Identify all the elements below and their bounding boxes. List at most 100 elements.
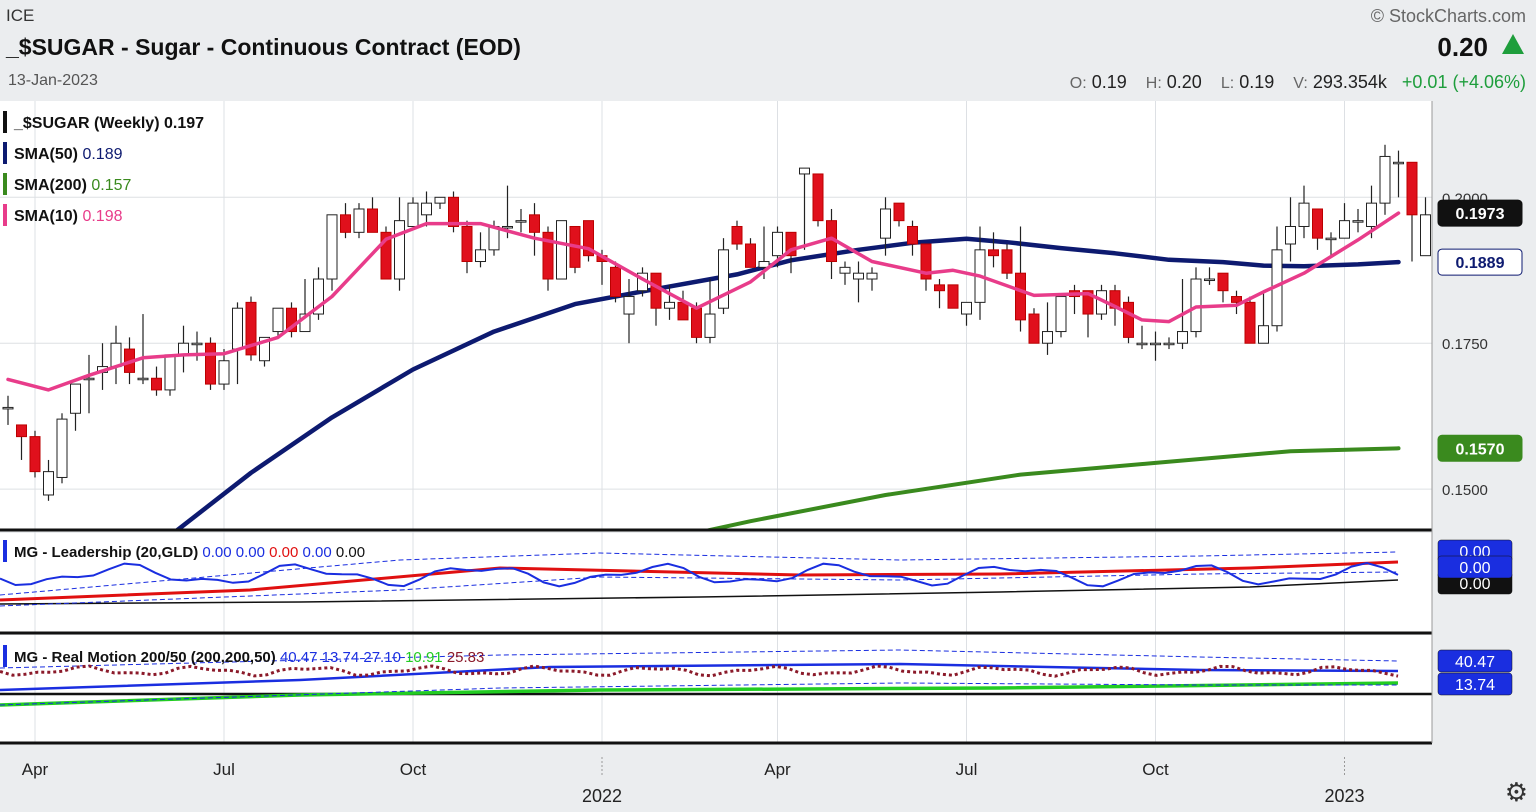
candle-body bbox=[880, 208, 891, 239]
candle-body bbox=[1244, 301, 1256, 344]
candle-body bbox=[1379, 155, 1391, 204]
candle-body bbox=[515, 220, 527, 223]
sma10-line bbox=[6, 211, 1401, 392]
candle-body bbox=[259, 336, 270, 362]
candle-body bbox=[934, 284, 945, 292]
realmotion-value: 40.47 bbox=[280, 649, 322, 666]
candle-body bbox=[218, 360, 230, 385]
candle-body bbox=[947, 284, 959, 309]
legend-value: 0.157 bbox=[91, 177, 131, 194]
candle-body bbox=[1285, 225, 1296, 245]
candle-body bbox=[718, 249, 729, 309]
leadership-value: 0.00 bbox=[236, 544, 269, 561]
candle-body bbox=[394, 220, 405, 280]
candle-body bbox=[1420, 214, 1431, 257]
candle-body bbox=[407, 202, 419, 227]
candle-body bbox=[1177, 331, 1188, 344]
legend-swatch bbox=[3, 204, 7, 226]
candle-body bbox=[272, 307, 284, 333]
low-key: L: bbox=[1220, 75, 1235, 92]
candle-body bbox=[1028, 313, 1040, 344]
candle-body bbox=[961, 301, 972, 315]
chart-date: 13-Jan-2023 bbox=[8, 72, 98, 89]
leadership-blue-line bbox=[0, 561, 1399, 588]
candle-body bbox=[164, 354, 176, 391]
leadership-upper-band bbox=[0, 551, 1399, 596]
leadership-label: MG - Leadership (20,GLD) 0.00 0.00 0.00 … bbox=[14, 544, 365, 561]
price-tag-label: 0.1973 bbox=[1456, 206, 1505, 223]
candle-body bbox=[731, 225, 743, 245]
candle-body bbox=[853, 272, 864, 280]
leadership-value: 0.00 bbox=[302, 544, 335, 561]
candle-body bbox=[151, 377, 162, 391]
candle-body bbox=[110, 342, 122, 368]
realmotion-swatch bbox=[3, 645, 7, 667]
candle-body bbox=[1258, 325, 1269, 344]
candle-body bbox=[461, 225, 473, 263]
candle-body bbox=[1406, 161, 1418, 216]
candle-body bbox=[83, 377, 95, 381]
candle-body bbox=[367, 208, 378, 233]
realmotion-top-tag-label: 40.47 bbox=[1455, 654, 1495, 671]
realmotion-blue-line bbox=[0, 662, 1399, 692]
x-tick-label: Jul bbox=[956, 760, 978, 779]
candle-body bbox=[893, 202, 905, 222]
candle-body bbox=[866, 272, 878, 280]
candle-body bbox=[340, 214, 351, 233]
candle-body bbox=[1217, 272, 1229, 292]
leadership-mid-tag bbox=[1437, 555, 1513, 579]
candle-body bbox=[745, 243, 756, 268]
candle-body bbox=[1325, 237, 1337, 241]
watermark: © StockCharts.com bbox=[1370, 6, 1526, 26]
x-tick-label: Oct bbox=[400, 760, 427, 779]
realmotion-upper-band bbox=[0, 649, 1399, 669]
candle-body bbox=[434, 196, 446, 204]
leadership-value: 0.00 bbox=[269, 544, 302, 561]
candle-body bbox=[583, 220, 594, 257]
realmotion-value: 10.91 bbox=[405, 649, 447, 666]
candle-body bbox=[920, 243, 932, 280]
candle-body bbox=[839, 266, 851, 274]
gear-icon[interactable]: ⚙ bbox=[1504, 777, 1528, 807]
candle-body bbox=[421, 202, 432, 216]
candle-body bbox=[623, 296, 635, 315]
candle-body bbox=[542, 231, 554, 280]
candle-body bbox=[191, 342, 203, 346]
legend-value: 0.197 bbox=[164, 115, 204, 132]
candle-body bbox=[1055, 296, 1067, 333]
x-year-label: 2023 bbox=[1324, 786, 1364, 806]
candle-body bbox=[56, 418, 68, 478]
candle-body bbox=[664, 301, 675, 309]
candle-body bbox=[448, 196, 459, 227]
candle-body bbox=[313, 278, 324, 315]
x-year-label: 2022 bbox=[582, 786, 622, 806]
candle-body bbox=[1352, 220, 1364, 223]
leadership-swatch bbox=[3, 540, 7, 562]
leadership-black-line bbox=[0, 579, 1399, 605]
realmotion-value: 13.74 bbox=[322, 649, 364, 666]
candle-body bbox=[772, 231, 783, 257]
candle-body bbox=[556, 220, 567, 280]
candle-body bbox=[677, 301, 689, 321]
legend-name: SMA(50) 0.189 bbox=[14, 146, 123, 163]
x-tick-label: Apr bbox=[764, 760, 791, 779]
candle-body bbox=[2, 406, 14, 410]
candle-body bbox=[16, 424, 27, 438]
candle-body bbox=[380, 231, 392, 280]
leadership-value: 0.00 bbox=[202, 544, 235, 561]
candle-body bbox=[799, 167, 810, 175]
open-value: 0.19 bbox=[1091, 72, 1127, 92]
legend-value: 0.189 bbox=[82, 146, 122, 163]
high-value: 0.20 bbox=[1166, 72, 1202, 92]
leadership-value: 0.00 bbox=[336, 544, 365, 561]
legend-name: SMA(10) 0.198 bbox=[14, 208, 123, 225]
leadership-mid-tag-label: 0.00 bbox=[1459, 560, 1490, 577]
legend-name: SMA(200) 0.157 bbox=[14, 177, 132, 194]
candle-body bbox=[205, 342, 216, 385]
candle-body bbox=[1163, 342, 1175, 346]
price-tag bbox=[1437, 199, 1523, 227]
legend-swatch bbox=[3, 173, 7, 195]
leadership-lower-band bbox=[0, 571, 1399, 607]
candle-body bbox=[1136, 342, 1148, 346]
